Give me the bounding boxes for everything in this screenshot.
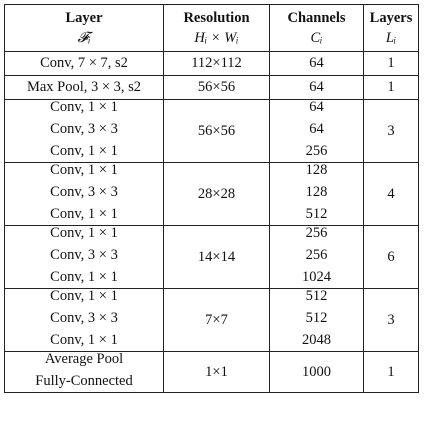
layer-line: Conv, 3 × 3 (50, 121, 118, 137)
header-channels: Channels Cᵢ (269, 4, 364, 52)
resolution-cell: 56×56 (163, 99, 270, 163)
layer-cell: Conv, 1 × 1 Conv, 3 × 3 Conv, 1 × 1 (4, 162, 164, 226)
layers-cell: 1 (363, 75, 419, 100)
channels-cell: 128 128 512 (269, 162, 364, 226)
channels-cell: 64 64 256 (269, 99, 364, 163)
layer-line: Average Pool (44, 351, 124, 367)
header-symbol: Hᵢ × Wᵢ (194, 29, 239, 46)
layer-line: Conv, 3 × 3 (50, 310, 118, 326)
layer-cell: Conv, 1 × 1 Conv, 3 × 3 Conv, 1 × 1 (4, 288, 164, 352)
stage-row: Conv, 1 × 1 Conv, 3 × 3 Conv, 1 × 1 56×5… (4, 99, 419, 163)
layer-cell: Conv, 7 × 7, s2 (4, 51, 164, 76)
stage-row: Conv, 1 × 1 Conv, 3 × 3 Conv, 1 × 1 28×2… (4, 162, 419, 226)
header-title: Resolution (183, 9, 250, 26)
layer-line: Conv, 1 × 1 (50, 225, 118, 241)
header-symbol: Cᵢ (310, 29, 323, 46)
layer-line: Conv, 1 × 1 (50, 206, 118, 222)
header-layer: Layer 𝓕ᵢ (4, 4, 164, 52)
channels-line: 64 (309, 99, 324, 115)
layer-cell: Max Pool, 3 × 3, s2 (4, 75, 164, 100)
header-title: Layer (65, 9, 103, 26)
layers-cell: 1 (363, 51, 419, 76)
layer-line: Conv, 1 × 1 (50, 332, 118, 348)
layer-line: Conv, 1 × 1 (50, 269, 118, 285)
header-row: Layer 𝓕ᵢ Resolution Hᵢ × Wᵢ Channels Cᵢ … (4, 4, 419, 52)
channels-cell: 256 256 1024 (269, 225, 364, 289)
resolution-cell: 112×112 (163, 51, 270, 76)
layer-line: Fully-Connected (35, 373, 133, 389)
header-resolution: Resolution Hᵢ × Wᵢ (163, 4, 270, 52)
channels-line: 256 (305, 225, 328, 241)
channels-line: 512 (305, 310, 328, 326)
resolution-cell: 28×28 (163, 162, 270, 226)
table-row: Max Pool, 3 × 3, s2 56×56 64 1 (4, 75, 419, 100)
channels-line: 64 (309, 121, 324, 137)
channels-cell: 512 512 2048 (269, 288, 364, 352)
header-layers: Layers Lᵢ (363, 4, 419, 52)
resolution-cell: 56×56 (163, 75, 270, 100)
channels-line: 128 (305, 184, 328, 200)
layers-cell: 1 (363, 351, 419, 393)
layer-line: Conv, 1 × 1 (50, 288, 118, 304)
stage-row: Conv, 1 × 1 Conv, 3 × 3 Conv, 1 × 1 14×1… (4, 225, 419, 289)
resolution-cell: 7×7 (163, 288, 270, 352)
channels-cell: 1000 (269, 351, 364, 393)
layer-cell: Conv, 1 × 1 Conv, 3 × 3 Conv, 1 × 1 (4, 99, 164, 163)
resolution-cell: 14×14 (163, 225, 270, 289)
layer-line: Conv, 3 × 3 (50, 247, 118, 263)
layers-cell: 6 (363, 225, 419, 289)
header-symbol: 𝓕ᵢ (77, 29, 91, 46)
layer-line: Conv, 1 × 1 (50, 99, 118, 115)
header-title: Layers (369, 9, 413, 26)
stage-row: Conv, 1 × 1 Conv, 3 × 3 Conv, 1 × 1 7×7 … (4, 288, 419, 352)
channels-line: 2048 (302, 332, 331, 348)
channels-line: 512 (305, 206, 328, 222)
architecture-table: Layer 𝓕ᵢ Resolution Hᵢ × Wᵢ Channels Cᵢ … (4, 4, 419, 393)
channels-line: 256 (305, 143, 328, 159)
final-row: Average Pool Fully-Connected 1×1 1000 1 (4, 351, 419, 393)
channels-line: 512 (305, 288, 328, 304)
table-row: Conv, 7 × 7, s2 112×112 64 1 (4, 51, 419, 76)
header-title: Channels (287, 9, 346, 26)
layers-cell: 3 (363, 288, 419, 352)
layer-line: Conv, 1 × 1 (50, 143, 118, 159)
resolution-cell: 1×1 (163, 351, 270, 393)
header-symbol: Lᵢ (385, 29, 397, 46)
layer-cell: Conv, 1 × 1 Conv, 3 × 3 Conv, 1 × 1 (4, 225, 164, 289)
layer-line: Conv, 1 × 1 (50, 162, 118, 178)
layers-cell: 4 (363, 162, 419, 226)
channels-line: 256 (305, 247, 328, 263)
channels-line: 1024 (302, 269, 331, 285)
channels-cell: 64 (269, 51, 364, 76)
channels-line: 128 (305, 162, 328, 178)
layers-cell: 3 (363, 99, 419, 163)
layer-line: Conv, 3 × 3 (50, 184, 118, 200)
layer-cell: Average Pool Fully-Connected (4, 351, 164, 393)
